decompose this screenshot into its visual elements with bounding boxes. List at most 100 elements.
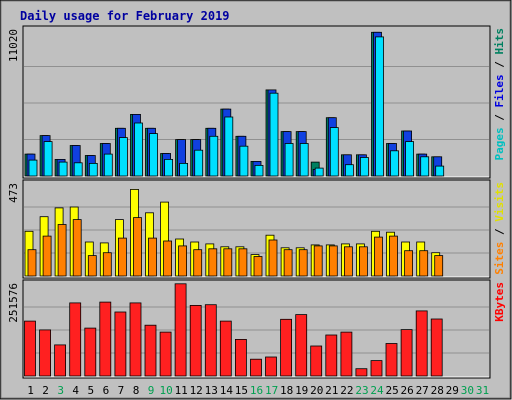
bar-kbytes-day-24: KBytes 24: 42000 <box>370 360 383 377</box>
x-tick-label: 28 <box>431 384 444 397</box>
bar-kbytes-day-9: KBytes 9: 139000 <box>144 324 157 377</box>
x-tick-label: 27 <box>416 384 429 397</box>
bar-kbytes-day-17: KBytes 17: 52000 <box>265 356 277 377</box>
x-tick-label: 21 <box>325 384 338 397</box>
bar-sites-day-15: Sites 15: 140 <box>238 248 248 277</box>
bar-pages-day-10: Pages 10: 1250 <box>164 158 174 177</box>
bar-sites-day-27: Sites 27: 130 <box>419 250 429 277</box>
x-tick-label: 25 <box>385 384 398 397</box>
bar-sites-day-16: Sites 16: 100 <box>253 256 263 277</box>
bar-sites-day-19: Sites 19: 135 <box>298 249 308 277</box>
bar-sites-day-18: Sites 18: 135 <box>283 249 293 277</box>
x-tick-label: 16 <box>250 384 263 397</box>
bar-sites-day-13: Sites 13: 140 <box>208 248 218 277</box>
bar-sites-day-11: Sites 11: 155 <box>178 245 188 277</box>
bar-sites-day-22: Sites 22: 150 <box>343 246 353 277</box>
bar-sites-day-8: Sites 8: 300 <box>133 217 142 277</box>
bar-kbytes-day-20: KBytes 20: 82000 <box>310 345 323 377</box>
bar-kbytes-day-4: KBytes 4: 200000 <box>69 302 82 377</box>
bar-pages-day-5: Pages 5: 950 <box>88 162 98 177</box>
bar-sites-day-26: Sites 26: 130 <box>404 250 414 277</box>
x-tick-label: 9 <box>148 384 155 397</box>
bar-pages-day-12: Pages 12: 1950 <box>194 149 204 177</box>
bar-pages-day-4: Pages 4: 1000 <box>73 162 83 177</box>
series-legend: Pages / Files / Hits <box>493 28 506 161</box>
x-tick-label: 30 <box>461 384 474 397</box>
legend-segment: Files <box>493 74 506 107</box>
series-legend: KBytes <box>493 282 506 322</box>
bar-kbytes-day-11: KBytes 11: 252000 <box>174 283 187 377</box>
bar-kbytes-day-2: KBytes 2: 126000 <box>39 329 51 377</box>
bar-kbytes-day-25: KBytes 25: 89000 <box>385 343 398 377</box>
legend-segment: Sites <box>493 242 506 275</box>
bar-pages-day-26: Pages 26: 2600 <box>405 141 415 177</box>
bar-pages-day-6: Pages 6: 1650 <box>103 153 113 177</box>
bar-pages-day-20: Pages 20: 600 <box>314 167 324 177</box>
bar-kbytes-day-13: KBytes 13: 195000 <box>204 304 217 377</box>
bar-kbytes-day-26: KBytes 26: 127000 <box>400 329 413 377</box>
x-tick-label: 4 <box>72 384 79 397</box>
series-legend: Sites / Visits <box>493 182 506 275</box>
bar-pages-day-28: Pages 28: 750 <box>435 165 445 177</box>
legend-segment: Hits <box>493 28 506 55</box>
x-tick-label: 12 <box>190 384 203 397</box>
bar-sites-day-2: Sites 2: 205 <box>42 235 52 277</box>
bar-kbytes-day-8: KBytes 8: 200000 <box>129 302 142 377</box>
x-tick-label: 17 <box>265 384 278 397</box>
bar-sites-day-23: Sites 23: 150 <box>358 246 368 277</box>
bar-sites-day-17: Sites 17: 185 <box>268 239 278 277</box>
bar-sites-day-7: Sites 7: 195 <box>118 237 127 277</box>
x-tick-label: 31 <box>476 384 489 397</box>
bar-kbytes-day-1: KBytes 1: 150000 <box>24 320 36 377</box>
x-tick-label: 15 <box>235 384 248 397</box>
x-tick-label: 26 <box>400 384 413 397</box>
bar-kbytes-day-5: KBytes 5: 131000 <box>84 327 97 377</box>
x-tick-label: 14 <box>220 384 234 397</box>
bar-pages-day-21: Pages 21: 3650 <box>329 127 339 177</box>
bar-kbytes-day-28: KBytes 28: 156000 <box>430 318 443 377</box>
x-tick-label: 20 <box>310 384 323 397</box>
x-tick-label: 3 <box>57 384 64 397</box>
bar-pages-day-2: Pages 2: 2600 <box>43 141 53 177</box>
bar-sites-day-5: Sites 5: 105 <box>87 255 97 277</box>
bar-kbytes-day-22: KBytes 22: 120000 <box>340 331 353 377</box>
bar-pages-day-7: Pages 7: 2900 <box>119 137 128 177</box>
y-max-label: 473 <box>7 183 20 203</box>
bar-pages-day-18: Pages 18: 2450 <box>284 143 294 177</box>
bar-pages-day-16: Pages 16: 800 <box>254 164 264 177</box>
bar-kbytes-day-6: KBytes 6: 202000 <box>99 301 112 377</box>
chart-title: Daily usage for February 2019 <box>20 9 230 23</box>
bar-kbytes-day-18: KBytes 18: 155000 <box>280 318 293 377</box>
bar-sites-day-1: Sites 1: 135 <box>27 249 37 277</box>
bar-sites-day-4: Sites 4: 290 <box>72 219 82 277</box>
bar-pages-day-15: Pages 15: 2250 <box>239 145 249 177</box>
bar-kbytes-day-19: KBytes 19: 168000 <box>295 314 308 377</box>
bar-pages-day-11: Pages 11: 950 <box>179 162 189 177</box>
bar-pages-day-19: Pages 19: 2450 <box>299 143 309 177</box>
bar-sites-day-24: Sites 24: 200 <box>374 236 383 277</box>
legend-segment: / <box>493 108 506 128</box>
x-tick-label: 1 <box>27 384 34 397</box>
bar-kbytes-day-7: KBytes 7: 175000 <box>114 311 127 377</box>
x-tick-label: 19 <box>295 384 308 397</box>
x-tick-label: 8 <box>133 384 140 397</box>
bar-kbytes-day-23: KBytes 23: 20000 <box>355 368 368 377</box>
bar-kbytes-day-14: KBytes 14: 150000 <box>219 320 232 377</box>
bar-kbytes-day-21: KBytes 21: 112000 <box>325 334 338 377</box>
x-tick-label: 7 <box>118 384 125 397</box>
bar-kbytes-day-16: KBytes 16: 46000 <box>250 358 262 377</box>
bar-kbytes-day-10: KBytes 10: 120000 <box>159 331 172 377</box>
bar-pages-day-24: Pages 24: 10500 <box>375 36 384 177</box>
bar-kbytes-day-3: KBytes 3: 85000 <box>54 344 66 377</box>
x-tick-label: 6 <box>103 384 110 397</box>
bar-sites-day-21: Sites 21: 155 <box>328 245 338 277</box>
bar-kbytes-day-27: KBytes 27: 178000 <box>415 310 428 377</box>
bar-pages-day-17: Pages 17: 6250 <box>269 92 279 177</box>
legend-segment: Pages <box>493 127 506 160</box>
bar-pages-day-13: Pages 13: 3000 <box>209 135 219 177</box>
bar-sites-day-3: Sites 3: 265 <box>57 224 67 277</box>
